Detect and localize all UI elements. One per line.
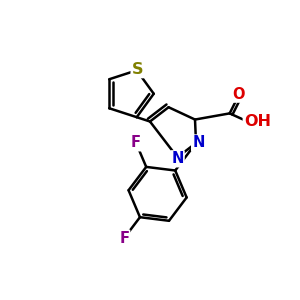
Text: S: S bbox=[132, 62, 143, 77]
Text: O: O bbox=[232, 87, 244, 102]
Text: OH: OH bbox=[244, 114, 271, 129]
Text: F: F bbox=[131, 135, 141, 150]
Text: F: F bbox=[119, 231, 129, 246]
Text: N: N bbox=[171, 151, 184, 166]
Text: N: N bbox=[192, 136, 205, 151]
